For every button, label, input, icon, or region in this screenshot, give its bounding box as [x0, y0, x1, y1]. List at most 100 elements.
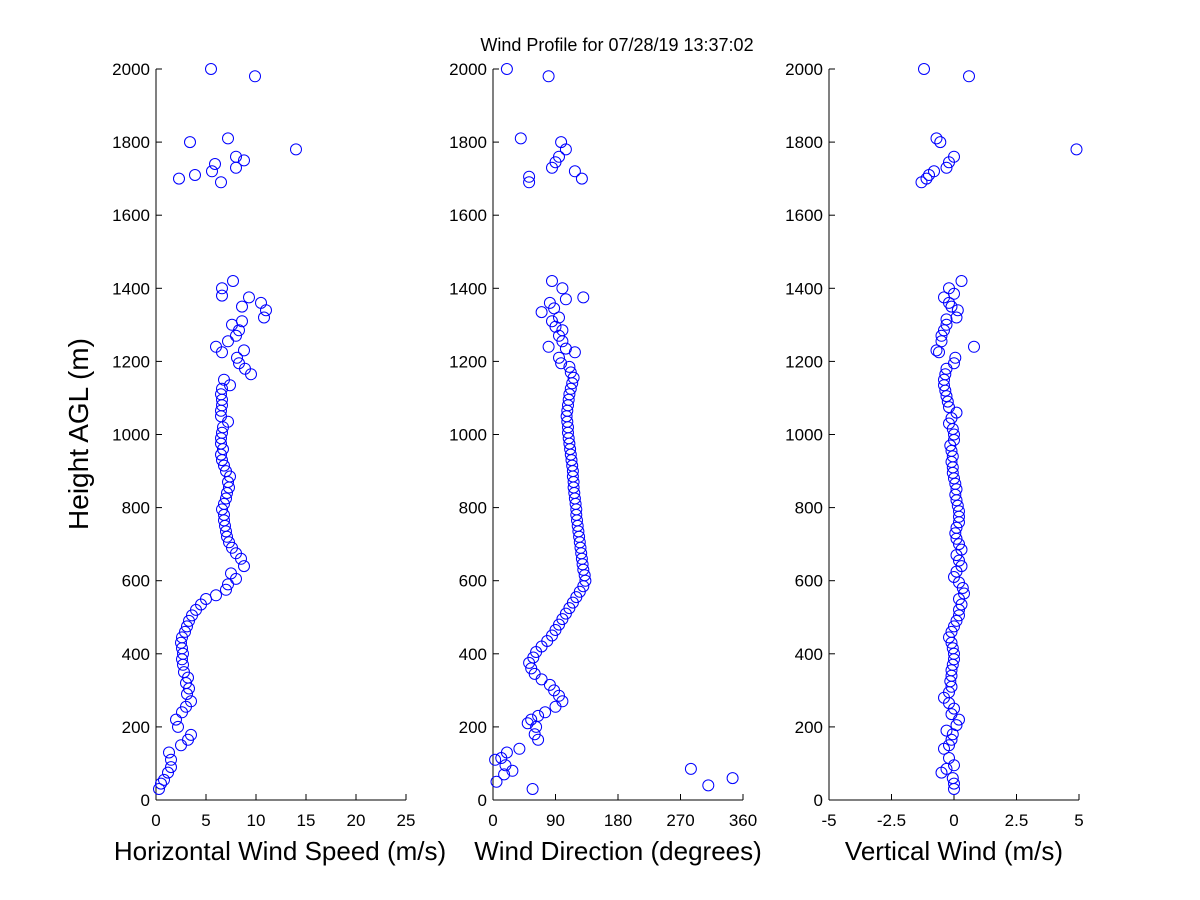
data-point: [549, 700, 562, 713]
data-point: [951, 304, 964, 317]
data-point: [226, 541, 238, 554]
data-point: [535, 673, 548, 686]
data-point: [564, 366, 577, 379]
x-tick-label: 360: [729, 811, 757, 830]
vertical-wind-plot: 0 200 400 600 800 1000 1200 1400 1600 1800 2000 -5 -…: [785, 60, 1084, 830]
y-tick-label: 1000: [112, 426, 150, 445]
data-point: [178, 666, 190, 679]
y-tick-label: 0: [478, 791, 487, 810]
data-point: [948, 150, 960, 163]
data-point: [946, 642, 959, 655]
data-point: [943, 752, 955, 764]
data-point: [567, 371, 580, 384]
figure-title: Wind Profile for 07/28/19 13:37:02: [480, 35, 753, 55]
data-point: [238, 560, 250, 573]
x-tick-label: 0: [151, 811, 160, 830]
data-point: [218, 373, 230, 386]
data-point: [953, 505, 965, 518]
horizontal-wind-speed-plot: 0 200 400 600 800 1000 1200 1400 1600 1800 2000 0 5 1…: [112, 60, 415, 830]
y-tick-label: 1200: [785, 352, 823, 371]
data-point: [210, 589, 222, 602]
data-point: [940, 313, 953, 326]
data-point: [945, 708, 958, 721]
data-point: [938, 373, 950, 386]
data-point: [163, 746, 175, 759]
data-point: [155, 777, 167, 790]
data-point: [553, 351, 565, 364]
y-tick-label: 600: [795, 572, 823, 591]
data-point: [575, 172, 588, 185]
data-point: [950, 311, 963, 324]
data-point: [726, 772, 739, 785]
y-axis-label: Height AGL (m): [63, 338, 94, 530]
x-tick-label: -2.5: [877, 811, 906, 830]
data-point: [930, 132, 943, 145]
y-tick-label: 1400: [112, 279, 150, 298]
data-point: [170, 713, 182, 726]
y-tick-label: 1000: [785, 426, 823, 445]
data-point: [939, 368, 952, 381]
data-point: [521, 717, 534, 730]
data-point: [176, 631, 188, 644]
data-point: [918, 63, 930, 75]
y-tick-label: 400: [122, 645, 150, 664]
data-point: [179, 625, 191, 638]
data-point: [215, 176, 227, 189]
data-point: [500, 63, 513, 75]
data-point: [489, 753, 502, 766]
data-point: [499, 759, 512, 772]
x-tick-label: 20: [347, 811, 366, 830]
y-tick-label: 1800: [112, 133, 150, 152]
data-point: [948, 571, 960, 583]
data-point: [238, 344, 250, 357]
data-point: [260, 304, 272, 317]
data-point: [158, 773, 170, 786]
data-point: [555, 357, 568, 370]
data-point: [514, 132, 527, 145]
data-point: [563, 360, 576, 373]
data-point: [546, 315, 558, 328]
y-tick-label: 1600: [112, 206, 150, 225]
y-tick-label: 0: [814, 791, 823, 810]
data-point: [290, 143, 302, 156]
data-point: [165, 761, 177, 774]
y-tick-label: 2000: [112, 60, 150, 79]
data-point: [220, 492, 232, 505]
data-point: [523, 176, 536, 189]
y-tick-label: 1600: [785, 206, 823, 225]
data-point: [933, 346, 945, 359]
data-point: [238, 154, 250, 167]
data-point: [173, 172, 185, 185]
data-point: [949, 527, 962, 540]
y-tick-label: 1800: [449, 133, 487, 152]
data-point: [948, 428, 960, 441]
data-point: [535, 306, 548, 319]
data-point: [943, 739, 955, 752]
x-tick-label: 15: [297, 811, 316, 830]
data-point: [920, 172, 933, 185]
data-point: [172, 720, 184, 733]
y-tick-label: 1200: [112, 352, 150, 371]
data-point: [230, 329, 242, 342]
data-point: [542, 340, 555, 353]
data-point: [958, 587, 970, 600]
data-point: [216, 282, 228, 295]
data-point: [951, 499, 964, 512]
data-point: [183, 614, 195, 627]
data-point: [702, 779, 715, 792]
data-point: [523, 170, 536, 183]
data-point: [216, 289, 228, 302]
data-point: [935, 335, 948, 348]
data-point: [950, 614, 963, 627]
data-point: [543, 678, 556, 691]
data-point: [945, 733, 958, 746]
data-point: [553, 150, 565, 163]
data-point: [189, 169, 201, 181]
data-point: [577, 291, 590, 304]
data-point: [184, 136, 196, 149]
data-point: [226, 318, 238, 331]
data-point: [943, 282, 955, 295]
data-point: [216, 503, 228, 516]
data-point: [556, 324, 569, 337]
data-point: [528, 728, 541, 741]
